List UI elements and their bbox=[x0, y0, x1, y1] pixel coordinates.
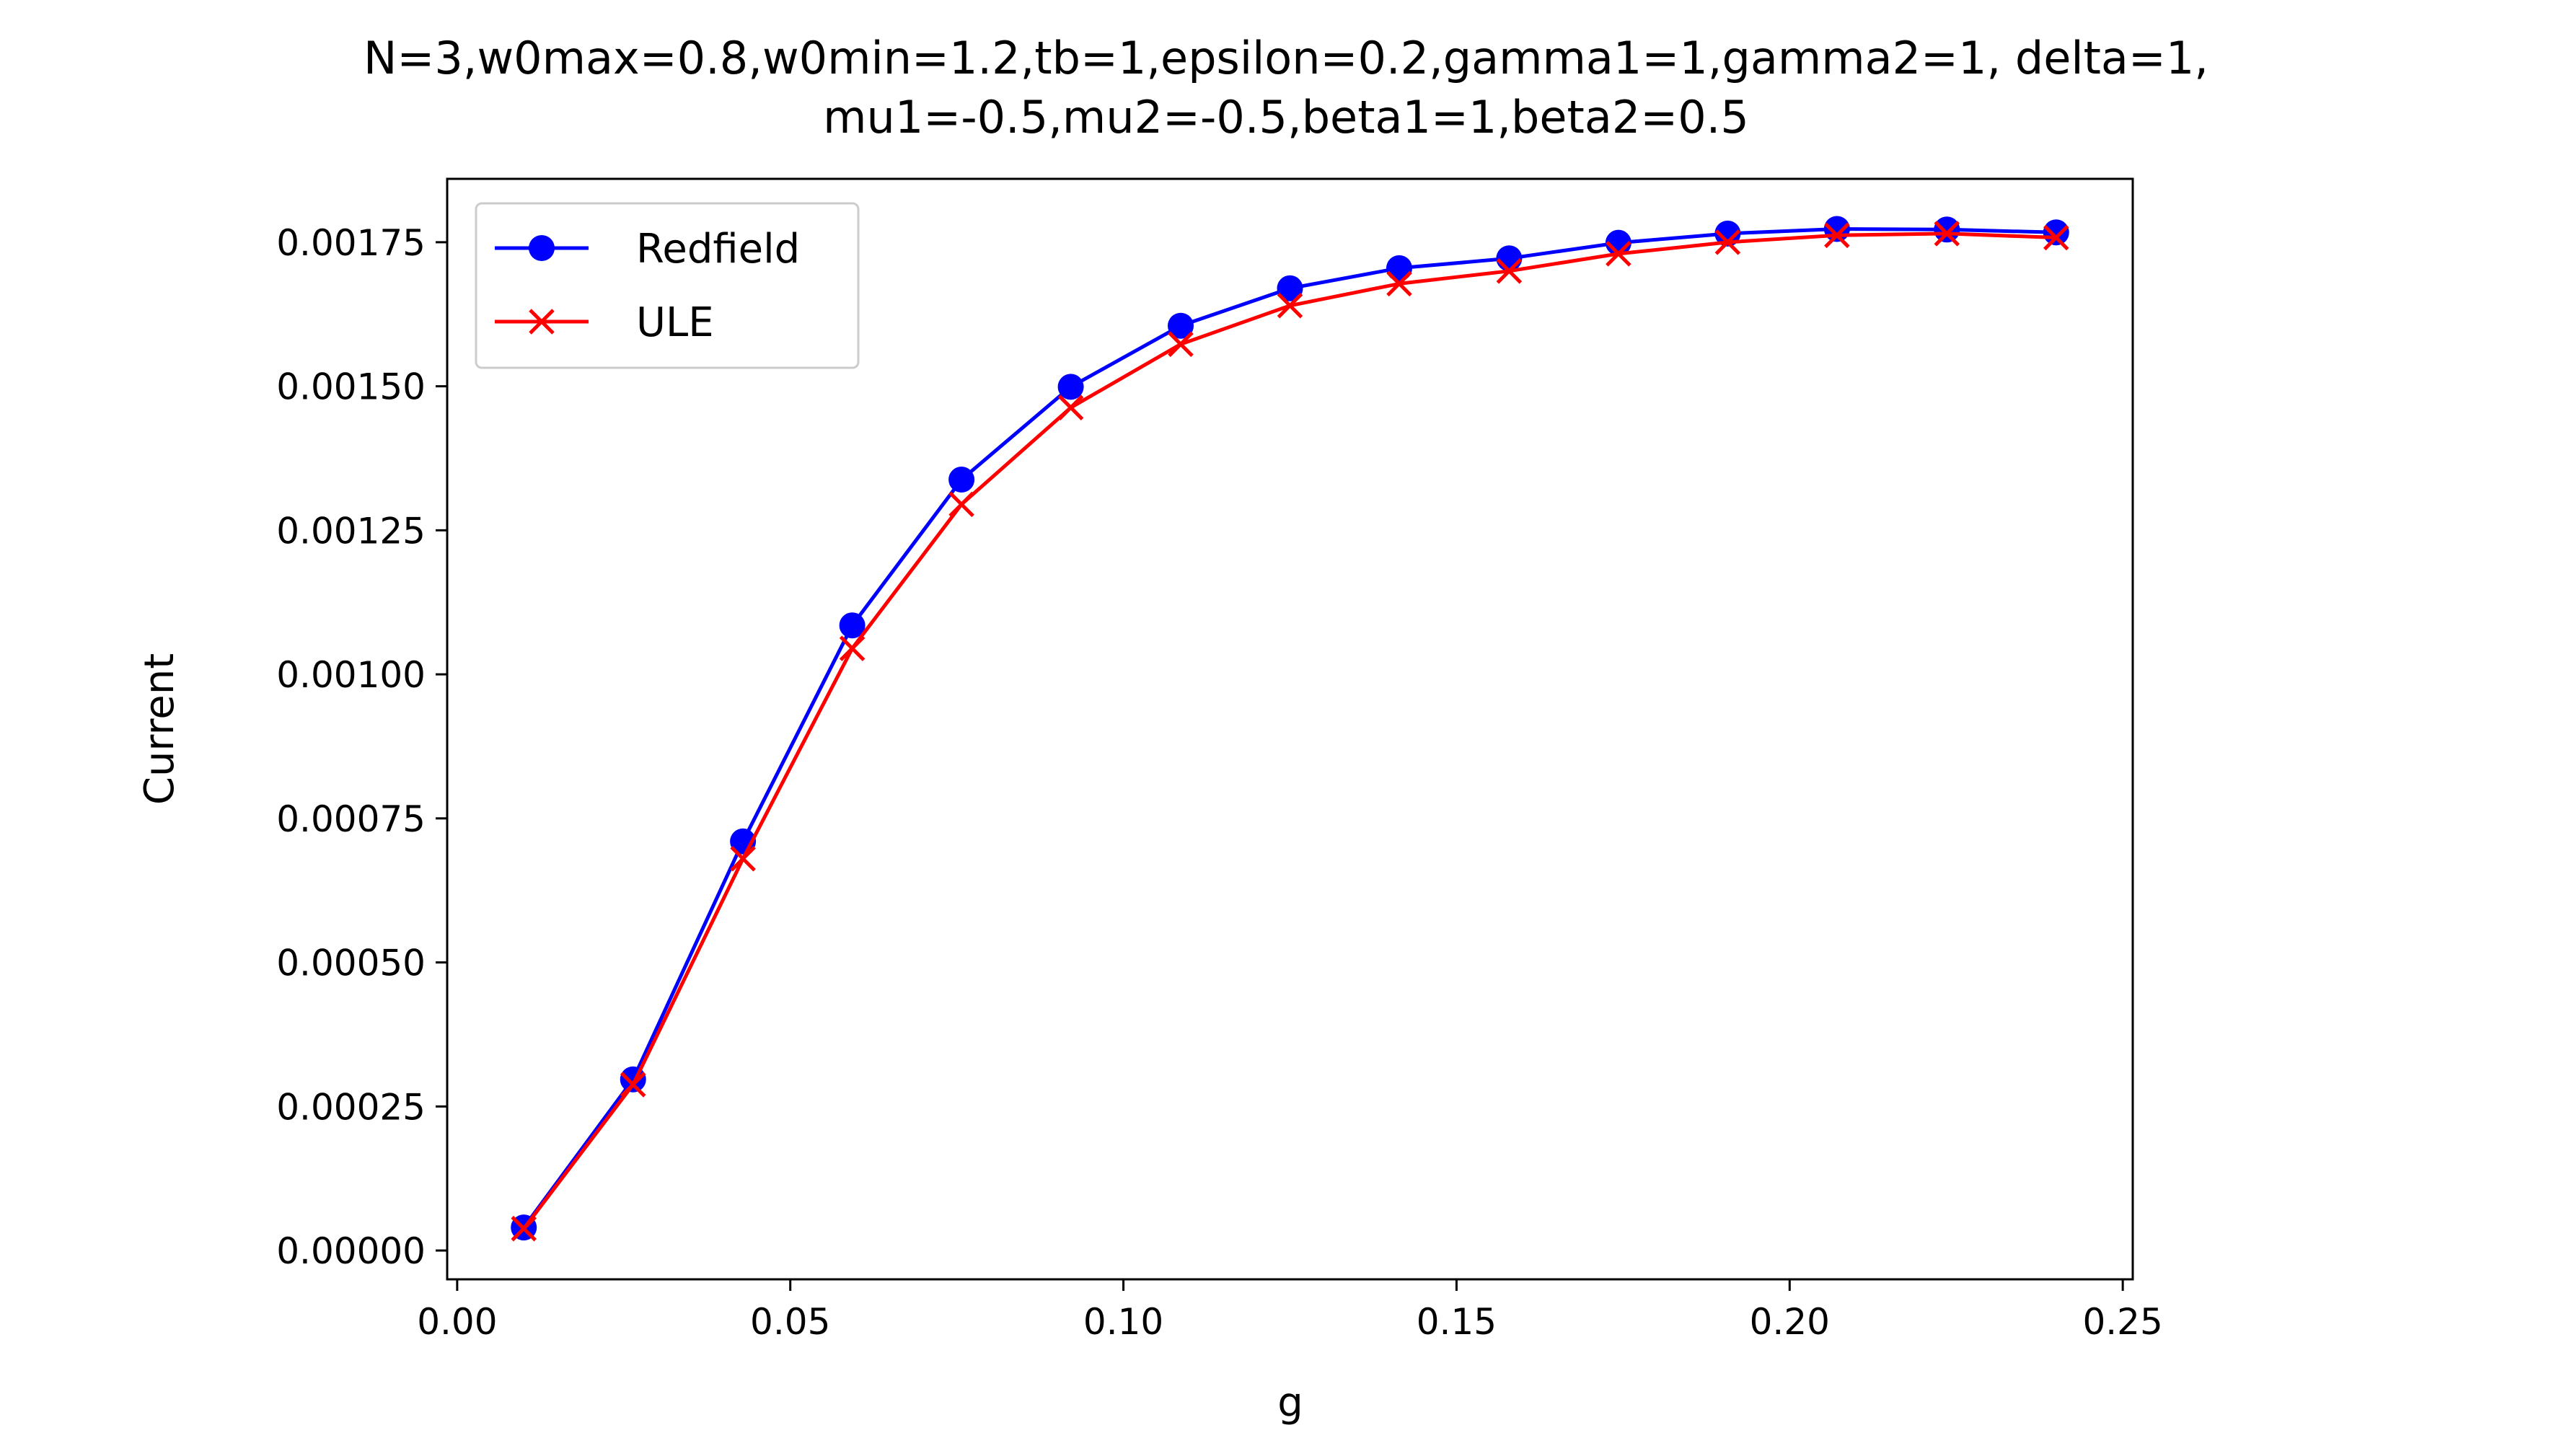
x-axis-label: g bbox=[1277, 1380, 1303, 1426]
data-point-ule bbox=[1277, 293, 1303, 319]
y-tick-label: 0.00000 bbox=[276, 1230, 426, 1272]
x-tick-label: 0.15 bbox=[1417, 1301, 1497, 1343]
series-layer bbox=[511, 216, 2069, 1242]
data-point-ule bbox=[730, 845, 756, 872]
data-point-ule bbox=[2043, 224, 2069, 251]
data-point-ule bbox=[948, 491, 974, 518]
y-axis-ticks: 0.00000 0.00025 0.00050 0.00075 0.00100 0.001… bbox=[276, 222, 447, 1272]
legend-marker-ule bbox=[529, 309, 555, 335]
data-point-redfield bbox=[1277, 275, 1303, 301]
legend-box bbox=[475, 202, 860, 369]
data-point-redfield bbox=[1496, 245, 1523, 272]
data-point-ule bbox=[1714, 229, 1741, 255]
data-point-ule bbox=[1496, 258, 1523, 284]
y-tick-label: 0.00175 bbox=[276, 222, 426, 264]
x-tick-label: 0.10 bbox=[1083, 1301, 1163, 1343]
data-point-ule bbox=[620, 1072, 646, 1098]
y-tick-label: 0.00150 bbox=[276, 366, 426, 408]
y-tick-label: 0.00125 bbox=[276, 510, 426, 552]
y-tick-label: 0.00100 bbox=[276, 654, 426, 696]
legend-label-redfield: Redfield bbox=[636, 226, 800, 273]
legend: Redfield ULE bbox=[475, 202, 860, 369]
data-point-ule bbox=[839, 635, 866, 661]
x-tick-label: 0.00 bbox=[417, 1301, 497, 1343]
data-point-redfield bbox=[1934, 216, 1960, 243]
data-point-ule bbox=[1057, 394, 1084, 420]
data-point-redfield bbox=[2043, 219, 2069, 246]
data-point-redfield bbox=[1168, 312, 1194, 339]
y-tick-label: 0.00050 bbox=[276, 943, 426, 984]
data-point-ule bbox=[1824, 222, 1850, 249]
chart-title-line-1: N=3,w0max=0.8,w0min=1.2,tb=1,epsilon=0.2… bbox=[364, 32, 2208, 84]
x-axis-ticks: 0.00 0.05 0.10 0.15 0.20 0.25 bbox=[417, 1279, 2163, 1343]
data-point-redfield bbox=[839, 612, 866, 639]
data-point-redfield bbox=[1386, 255, 1412, 281]
legend-marker-redfield bbox=[529, 235, 555, 261]
data-point-redfield bbox=[1057, 374, 1084, 400]
x-tick-label: 0.05 bbox=[750, 1301, 830, 1343]
legend-label-ule: ULE bbox=[636, 299, 714, 346]
data-point-ule bbox=[1606, 241, 1631, 267]
data-point-redfield bbox=[620, 1066, 646, 1093]
y-tick-label: 0.00075 bbox=[276, 798, 426, 840]
x-tick-label: 0.25 bbox=[2082, 1301, 2162, 1343]
y-axis-label: Current bbox=[136, 653, 183, 805]
data-point-ule bbox=[1934, 221, 1960, 247]
x-tick-label: 0.20 bbox=[1750, 1301, 1830, 1343]
data-point-redfield bbox=[1823, 216, 1850, 242]
data-point-ule bbox=[511, 1215, 537, 1242]
chart-title-line-2: mu1=-0.5,mu2=-0.5,beta1=1,beta2=0.5 bbox=[823, 91, 1749, 144]
data-point-ule bbox=[1168, 331, 1194, 358]
y-tick-label: 0.00025 bbox=[276, 1086, 426, 1128]
data-point-ule bbox=[1386, 270, 1412, 297]
data-point-redfield bbox=[948, 467, 975, 493]
